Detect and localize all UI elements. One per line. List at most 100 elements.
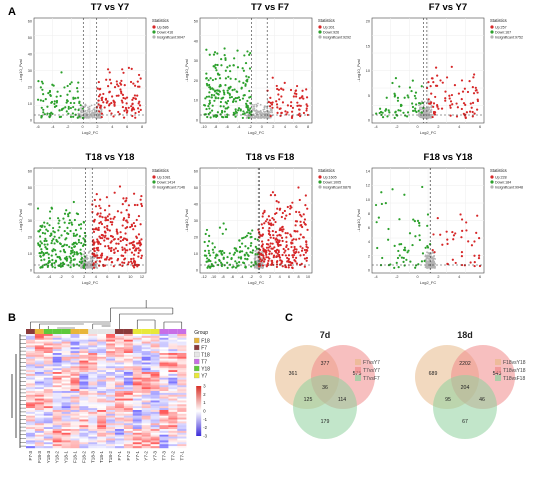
down-point <box>207 79 210 82</box>
heatmap-cell <box>141 400 151 403</box>
insignificant-point <box>418 115 421 118</box>
down-point <box>46 229 49 233</box>
down-point <box>214 256 217 259</box>
group-legend-swatch <box>194 337 200 344</box>
down-point <box>207 252 211 255</box>
up-point <box>281 211 284 215</box>
insignificant-point <box>269 111 272 114</box>
insignificant-point <box>254 115 256 117</box>
heatmap-cell <box>97 446 107 449</box>
up-point <box>449 106 452 109</box>
heatmap-cell <box>159 427 169 430</box>
down-point <box>238 245 242 249</box>
down-point <box>223 91 226 94</box>
heatmap-cell <box>34 337 44 340</box>
heatmap-cell <box>97 410 107 413</box>
legend-marker <box>490 30 494 34</box>
down-point <box>387 227 390 231</box>
y-tick-label: 10 <box>194 252 198 256</box>
up-point <box>476 214 479 217</box>
heatmap-cell <box>106 379 116 382</box>
heatmap-cell <box>123 389 133 392</box>
heatmap-cell <box>79 343 89 346</box>
heatmap-cell <box>159 334 169 337</box>
up-point <box>275 100 278 103</box>
heatmap-cell <box>177 425 187 428</box>
down-point <box>244 257 247 260</box>
up-point <box>94 205 98 208</box>
heatmap-cell <box>52 423 62 426</box>
insignificant-point <box>429 262 432 265</box>
heatmap-cell <box>61 432 71 435</box>
heatmap-cell <box>61 381 71 384</box>
up-point <box>473 112 476 115</box>
down-point <box>47 92 50 95</box>
heatmap-cell <box>70 364 80 367</box>
heatmap-cell <box>177 415 187 418</box>
up-point <box>267 221 270 224</box>
up-point <box>286 232 289 235</box>
heatmap-cell <box>97 391 107 394</box>
heatmap-cell <box>34 356 44 359</box>
down-point <box>39 240 42 243</box>
heatmap-cell <box>115 391 125 394</box>
heatmap-cell <box>141 423 151 426</box>
down-point <box>41 265 44 268</box>
insignificant-point <box>93 108 95 111</box>
down-point <box>69 261 72 264</box>
heatmap-cell <box>97 400 107 403</box>
down-point <box>241 237 244 240</box>
insignificant-point <box>427 106 430 109</box>
heatmap-cell <box>88 337 98 340</box>
heatmap-cell <box>88 421 98 424</box>
down-point <box>206 266 209 269</box>
heatmap-cell <box>88 360 98 363</box>
heatmap-cell <box>61 396 71 399</box>
down-point <box>378 107 382 110</box>
up-point <box>121 246 124 249</box>
heatmap-cell <box>97 444 107 447</box>
down-point <box>413 220 417 223</box>
down-point <box>384 108 388 111</box>
down-point <box>406 111 410 114</box>
down-point <box>374 203 378 207</box>
heatmap-cell <box>150 410 160 413</box>
up-point <box>306 104 309 108</box>
up-point <box>444 97 447 100</box>
up-point <box>460 98 463 101</box>
heatmap-cell <box>52 358 62 361</box>
up-point <box>446 242 449 246</box>
insignificant-point <box>430 116 432 119</box>
heatmap-cell <box>132 339 142 342</box>
down-point <box>226 266 229 269</box>
up-point <box>100 115 103 119</box>
heatmap-cell <box>43 446 53 449</box>
insignificant-point <box>423 100 426 103</box>
up-point <box>116 210 120 213</box>
up-point <box>287 266 290 269</box>
x-tick-label: 2 <box>437 275 439 279</box>
heatmap-cell <box>132 391 142 394</box>
up-point <box>138 104 142 107</box>
heatmap-cell <box>177 434 187 437</box>
heatmap-cell <box>177 334 187 337</box>
up-point <box>97 240 100 243</box>
y-axis-label: -Log10_Pval <box>356 209 361 232</box>
heatmap-cell <box>52 334 62 337</box>
down-point <box>211 78 215 82</box>
heatmap-cell <box>177 391 187 394</box>
heatmap-cell <box>70 434 80 437</box>
up-point <box>137 107 140 110</box>
heatmap-cell <box>61 440 71 443</box>
down-point <box>214 77 217 81</box>
heatmap-cell <box>43 381 53 384</box>
down-point <box>393 116 396 119</box>
heatmap-cell <box>159 444 169 447</box>
heatmap-cell <box>150 360 160 363</box>
up-point <box>134 97 138 101</box>
heatmap-cell <box>43 392 53 395</box>
heatmap-cell <box>150 391 160 394</box>
down-point <box>226 99 230 103</box>
heatmap-cell <box>88 358 98 361</box>
heatmap-cell <box>132 349 142 352</box>
